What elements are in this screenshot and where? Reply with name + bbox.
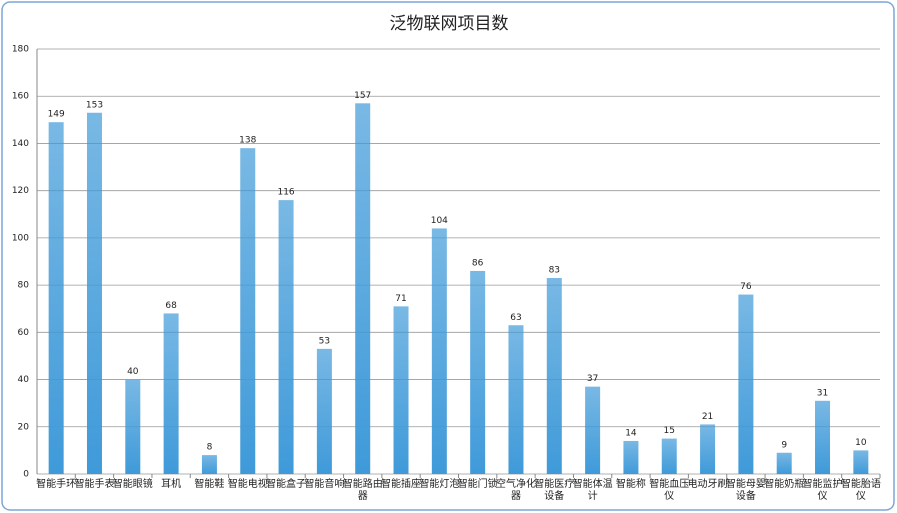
bar (48, 122, 64, 474)
x-tick-label: 智能音响 (304, 479, 345, 490)
bar (661, 438, 677, 474)
data-label: 63 (510, 313, 521, 323)
data-label: 83 (549, 266, 560, 276)
bar (125, 379, 141, 474)
x-tick-label: 空气净化器 (495, 479, 536, 502)
y-tick-label: 40 (18, 375, 30, 385)
x-tick-label: 智能奶瓶 (764, 479, 805, 490)
y-tick-label: 100 (12, 233, 29, 243)
x-tick-label: 智能手表 (74, 479, 115, 490)
y-tick-label: 140 (12, 139, 29, 149)
bar (431, 228, 447, 474)
bar (585, 386, 601, 474)
chart-title: 泛物联网项目数 (390, 14, 509, 34)
data-label: 76 (740, 282, 752, 292)
data-label: 149 (48, 110, 65, 120)
data-label: 68 (165, 301, 177, 311)
y-tick-label: 160 (12, 92, 29, 102)
data-label: 157 (354, 91, 371, 101)
x-tick-label: 智能手环 (36, 479, 77, 490)
data-label: 138 (239, 136, 256, 146)
x-tick-label: 智能盒子 (266, 479, 307, 490)
data-label: 37 (587, 374, 598, 384)
data-label: 116 (277, 188, 294, 198)
data-label: 104 (431, 216, 448, 226)
bar (393, 306, 409, 474)
data-label: 8 (207, 443, 213, 453)
data-label: 153 (86, 100, 103, 110)
x-tick-label: 智能灯泡 (419, 479, 460, 490)
x-tick-label: 智能胎语仪 (840, 479, 881, 502)
bar (776, 452, 792, 474)
bar (355, 103, 371, 475)
bar (240, 148, 256, 474)
data-label: 53 (319, 336, 330, 346)
bar (201, 455, 217, 474)
data-label: 9 (781, 440, 787, 450)
data-label: 86 (472, 258, 484, 268)
y-tick-label: 120 (12, 186, 29, 196)
bar (508, 325, 524, 474)
bar (623, 440, 639, 474)
data-label: 31 (817, 388, 828, 398)
x-tick-label: 智能门锁 (457, 479, 498, 490)
x-tick-label: 电动牙刷 (687, 479, 728, 490)
bar (546, 278, 562, 474)
y-tick-label: 20 (18, 422, 30, 432)
data-label: 14 (625, 428, 637, 438)
bar (163, 313, 179, 474)
x-tick-label: 耳机 (161, 479, 182, 490)
data-label: 21 (702, 412, 713, 422)
y-tick-label: 0 (23, 470, 29, 480)
bar (316, 348, 332, 474)
y-tick-label: 180 (12, 45, 29, 55)
x-tick-label: 智能路由器 (342, 479, 383, 502)
data-label: 15 (664, 426, 675, 436)
y-tick-label: 60 (18, 328, 30, 338)
bar (470, 270, 486, 474)
x-tick-label: 智能眼镜 (112, 479, 153, 490)
x-tick-label: 智能监护仪 (802, 479, 843, 502)
bar (853, 450, 869, 474)
x-tick-label: 智能称 (615, 479, 646, 490)
bar (700, 424, 716, 474)
data-label: 71 (395, 294, 406, 304)
x-tick-label: 智能医疗设备 (534, 479, 575, 502)
x-tick-label: 智能插座 (381, 479, 422, 490)
x-tick-label: 智能母婴设备 (725, 479, 766, 502)
bar (278, 200, 294, 474)
bar (738, 294, 754, 474)
x-tick-label: 智能电视 (227, 479, 268, 490)
bar (815, 400, 831, 474)
x-tick-label: 智能血压仪 (649, 479, 690, 502)
data-label: 40 (127, 367, 139, 377)
y-tick-label: 80 (18, 281, 30, 291)
x-tick-label: 智能体温计 (572, 479, 613, 502)
bar (86, 112, 102, 474)
data-label: 10 (855, 438, 867, 448)
x-tick-label: 智能鞋 (194, 479, 225, 490)
